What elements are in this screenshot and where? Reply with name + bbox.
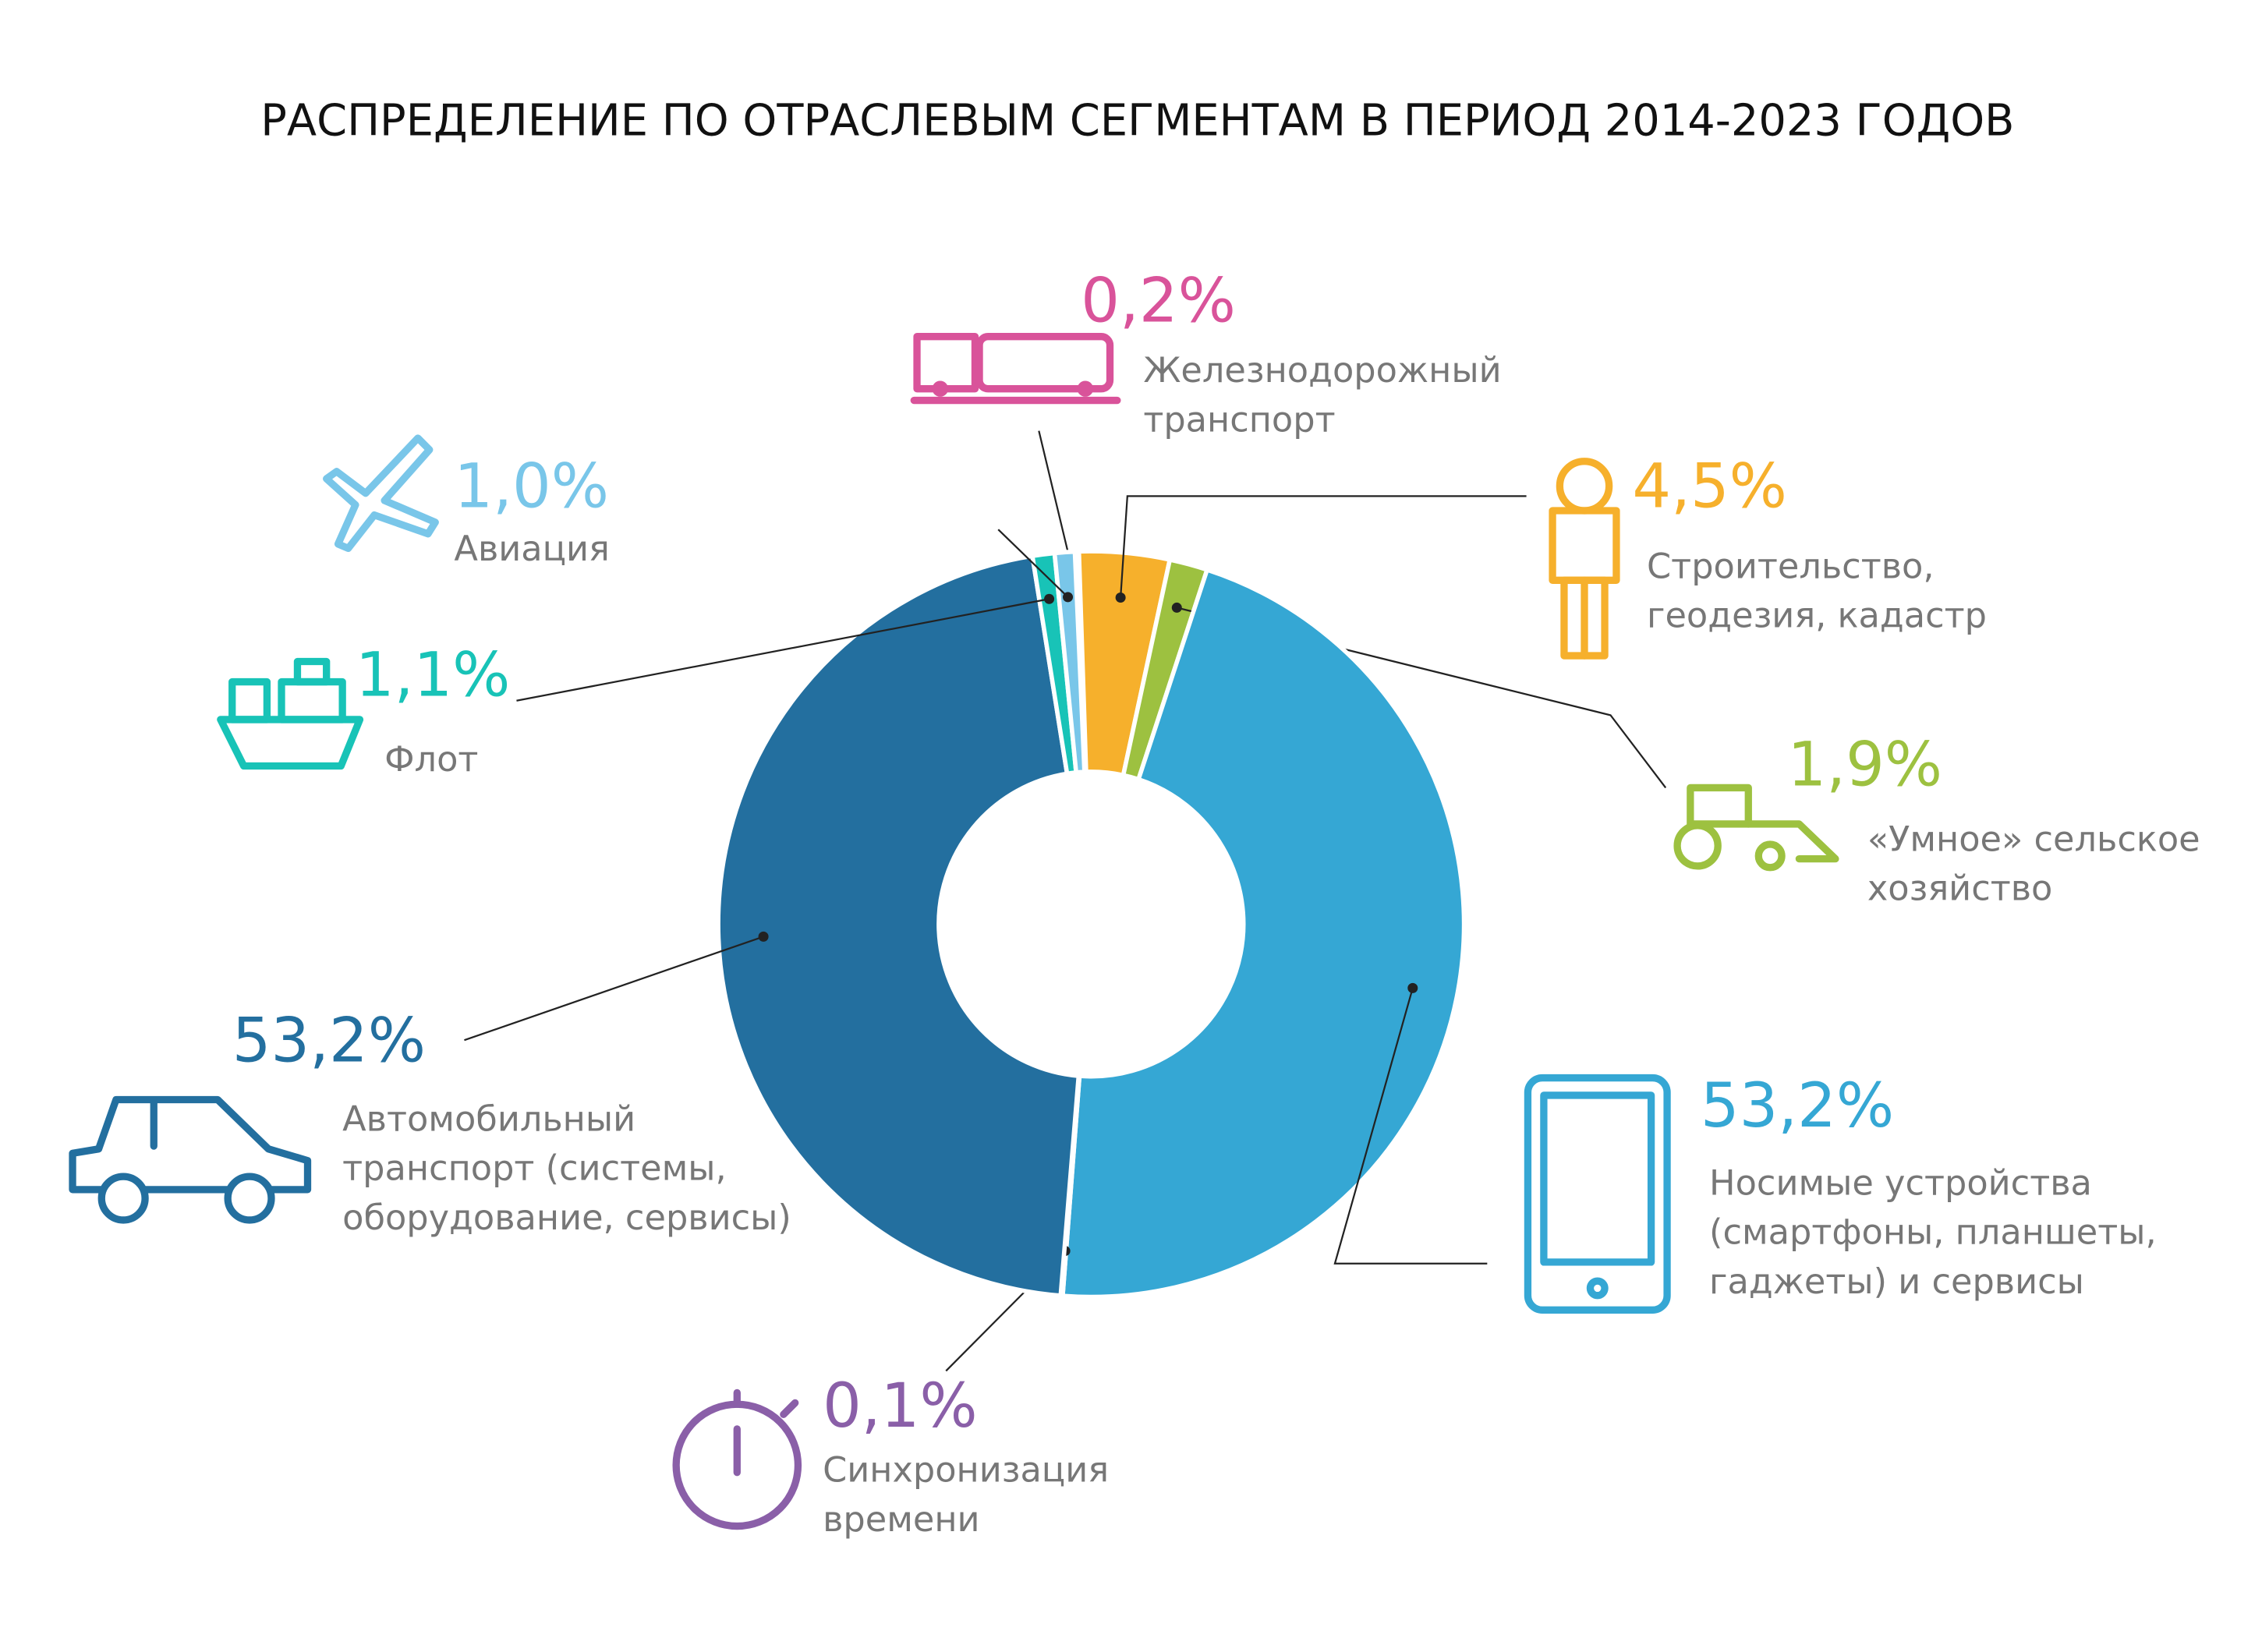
plane-icon <box>323 434 439 553</box>
value-label: 53,2% <box>1701 1070 1894 1141</box>
slice-label: оборудование, сервисы) <box>342 1197 791 1238</box>
slice-label: хозяйство <box>1867 868 2053 909</box>
leader-line <box>997 529 1069 598</box>
leader-dot <box>1115 592 1126 603</box>
leader-dot <box>1171 602 1182 613</box>
slice-label: транспорт (системы, <box>342 1148 727 1189</box>
slice <box>1052 549 1087 775</box>
value-label: 1,0% <box>454 451 609 522</box>
slice-label: геодезия, кадастр <box>1647 596 1987 636</box>
slice-label: Строительство, <box>1647 546 1935 586</box>
slice-label: времени <box>823 1499 979 1540</box>
worker-icon <box>1549 458 1620 660</box>
icons <box>69 333 1839 1530</box>
slice-label: Синхронизация <box>823 1450 1109 1491</box>
phone-icon <box>1524 1074 1671 1314</box>
leader-dot <box>1407 982 1418 993</box>
slice <box>716 553 1081 1298</box>
value-label: 0,1% <box>823 1371 978 1442</box>
train-icon <box>910 333 1121 405</box>
value-label: 53,2% <box>232 1005 426 1076</box>
value-label: 1,1% <box>356 639 511 710</box>
leader-dot <box>1044 593 1055 604</box>
leader-line <box>1333 988 1488 1265</box>
ship-icon <box>217 657 364 770</box>
tractor-icon <box>1673 784 1839 872</box>
slice-label: гаджеты) и сервисы <box>1709 1261 2084 1302</box>
car-icon <box>69 1095 312 1224</box>
leader-line <box>1120 495 1527 598</box>
slice-label: транспорт <box>1143 399 1335 440</box>
slice-label: Железнодорожный <box>1143 350 1501 391</box>
value-label: 0,2% <box>1081 265 1236 336</box>
value-label: 4,5% <box>1632 451 1787 522</box>
slice-label: Автомобильный <box>342 1098 635 1139</box>
stopwatch-icon <box>672 1388 802 1530</box>
leader-dot <box>1063 592 1074 603</box>
leader-line <box>464 936 764 1042</box>
leader-dot <box>758 931 769 942</box>
value-label: 1,9% <box>1788 730 1943 801</box>
leader-line <box>516 598 1050 702</box>
slice-label: Носимые устройства <box>1709 1162 2092 1203</box>
chart-title: РАСПРЕДЕЛЕНИЕ ПО ОТРАСЛЕВЫМ СЕГМЕНТАМ В … <box>260 95 2014 146</box>
slice-label: «Умное» сельское <box>1867 819 2200 859</box>
slice-label: Флот <box>384 739 478 780</box>
slice-label: (смартфоны, планшеты, <box>1709 1212 2157 1253</box>
slice-label: Авиация <box>454 529 609 569</box>
slice <box>1060 567 1467 1300</box>
